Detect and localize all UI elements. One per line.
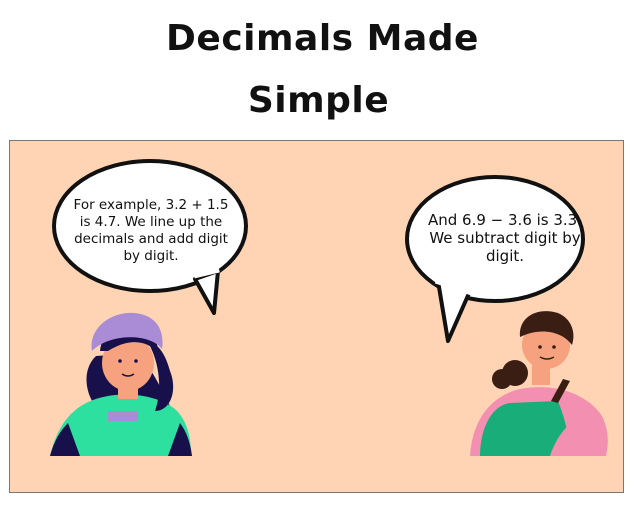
title-line-1: Decimals Made — [166, 18, 479, 59]
scene-illustration — [50, 159, 608, 456]
left-speech-bubble — [52, 159, 248, 315]
right-speech-text: And 6.9 − 3.6 is 3.3. We subtract digit … — [427, 211, 582, 265]
title-line-2: Simple — [247, 80, 390, 121]
right-character-woman — [470, 311, 608, 456]
left-character-girl — [50, 312, 192, 456]
comic-panel: For example, 3.2 + 1.5 is 4.7. We line u… — [9, 140, 624, 493]
left-speech-text: For example, 3.2 + 1.5 is 4.7. We line u… — [73, 197, 229, 264]
right-speech-bubble — [405, 175, 585, 343]
